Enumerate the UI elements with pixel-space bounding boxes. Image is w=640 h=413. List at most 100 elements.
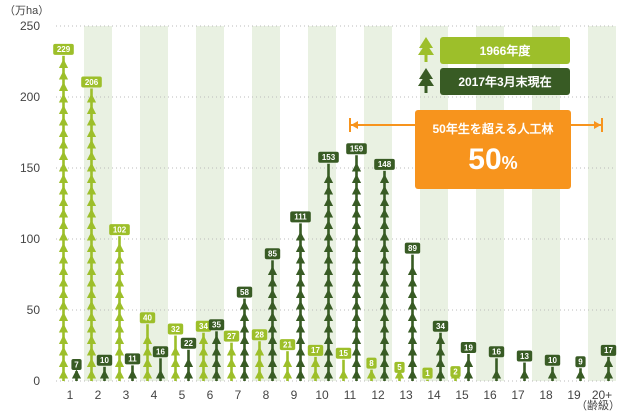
tree-mark xyxy=(407,300,418,310)
tree-mark xyxy=(86,185,97,195)
tree-mark xyxy=(86,105,97,114)
tree-mark xyxy=(310,369,321,379)
data-label: 10 xyxy=(100,356,109,365)
tree-mark xyxy=(295,300,306,310)
tree-mark xyxy=(267,335,278,344)
tree-mark xyxy=(58,151,69,160)
data-label-box xyxy=(290,211,311,223)
tree-mark xyxy=(295,369,306,379)
x-tick-label: 12 xyxy=(371,388,385,402)
data-label: 28 xyxy=(255,331,264,340)
tree-mark xyxy=(295,346,306,356)
tree-mark xyxy=(463,358,474,367)
tree-stack xyxy=(463,354,474,381)
tree-mark xyxy=(183,369,194,379)
x-tick-label: 7 xyxy=(235,388,242,402)
x-tick-label: 19 xyxy=(567,388,581,402)
tree-stack xyxy=(366,369,377,381)
tree-mark xyxy=(58,220,69,229)
data-label-box xyxy=(460,342,477,354)
tree-mark xyxy=(58,82,69,91)
tree-mark xyxy=(323,312,334,321)
data-label-box xyxy=(264,248,281,260)
tree-mark xyxy=(407,358,418,367)
tree-mark xyxy=(351,312,362,321)
x-tick-label: 1 xyxy=(67,388,74,402)
tree-mark xyxy=(58,358,69,367)
tree-mark xyxy=(86,116,97,126)
tree-stack xyxy=(323,163,334,381)
tree-mark xyxy=(86,369,97,379)
tree-mark xyxy=(267,312,278,321)
tree-mark xyxy=(58,335,69,344)
tree-mark xyxy=(58,312,69,321)
tree-mark xyxy=(239,358,250,367)
tree-mark xyxy=(267,369,278,379)
tree-mark xyxy=(379,300,390,310)
column-band xyxy=(588,26,616,381)
data-label-box xyxy=(167,323,184,335)
tree-mark xyxy=(86,231,97,241)
x-tick-label: 17 xyxy=(511,388,525,402)
data-label: 102 xyxy=(113,225,127,234)
data-label-box xyxy=(374,158,395,170)
tree-mark xyxy=(58,197,69,206)
tree-mark xyxy=(86,174,97,183)
tree-mark xyxy=(267,289,278,298)
x-tick-label: 16 xyxy=(483,388,497,402)
tree-mark xyxy=(114,254,125,264)
tree-mark xyxy=(86,312,97,321)
data-label: 16 xyxy=(156,348,165,357)
tree-mark xyxy=(142,358,153,367)
data-label-box xyxy=(251,329,268,341)
x-axis-ticks: 1 2 3 4 5 6 7 8 9 10 11 12 13 14 15 16 17 18 19 20+ xyxy=(67,388,613,402)
tree-mark xyxy=(351,369,362,379)
data-label: 17 xyxy=(604,346,613,355)
tree-stack xyxy=(435,332,446,381)
tree-mark xyxy=(379,185,390,195)
tree-mark xyxy=(379,312,390,321)
annotation-text: 50年生を超える人工林 xyxy=(432,122,554,136)
tree-mark xyxy=(114,369,125,379)
tree-stack xyxy=(519,362,530,381)
data-label: 35 xyxy=(212,321,221,330)
data-label-box xyxy=(109,224,130,236)
tree-stack xyxy=(295,223,306,381)
tree-mark xyxy=(323,185,334,195)
tree-mark xyxy=(379,358,390,367)
tree-mark xyxy=(379,266,390,275)
bracket-arrow xyxy=(351,121,358,129)
data-label: 5 xyxy=(397,363,402,372)
tree-mark xyxy=(379,254,390,264)
data-label: 27 xyxy=(227,332,236,341)
tree-mark xyxy=(142,346,153,356)
tree-mark xyxy=(351,266,362,275)
tree-mark xyxy=(86,128,97,137)
tree-mark xyxy=(323,243,334,252)
tree-mark xyxy=(127,369,138,379)
tree-mark xyxy=(379,369,390,379)
x-tick-label: 5 xyxy=(179,388,186,402)
tree-mark xyxy=(575,369,586,379)
tree-mark xyxy=(379,197,390,206)
tree-mark xyxy=(379,220,390,229)
data-label: 13 xyxy=(520,352,529,361)
tree-mark xyxy=(295,231,306,241)
tree-mark xyxy=(407,369,418,379)
tree-mark xyxy=(295,312,306,321)
tree-stack xyxy=(603,356,614,381)
data-label-box xyxy=(432,320,449,332)
tree-mark xyxy=(58,93,69,103)
annotation-value: 50% xyxy=(415,143,571,177)
tree-stack xyxy=(114,236,125,381)
tree-mark xyxy=(170,358,181,367)
x-tick-label: 18 xyxy=(539,388,553,402)
tree-mark xyxy=(295,243,306,252)
tree-mark xyxy=(351,254,362,264)
tree-icon xyxy=(418,37,434,62)
x-tick-label: 8 xyxy=(263,388,270,402)
tree-mark xyxy=(86,346,97,356)
data-label: 11 xyxy=(128,355,137,364)
tree-mark xyxy=(239,346,250,356)
